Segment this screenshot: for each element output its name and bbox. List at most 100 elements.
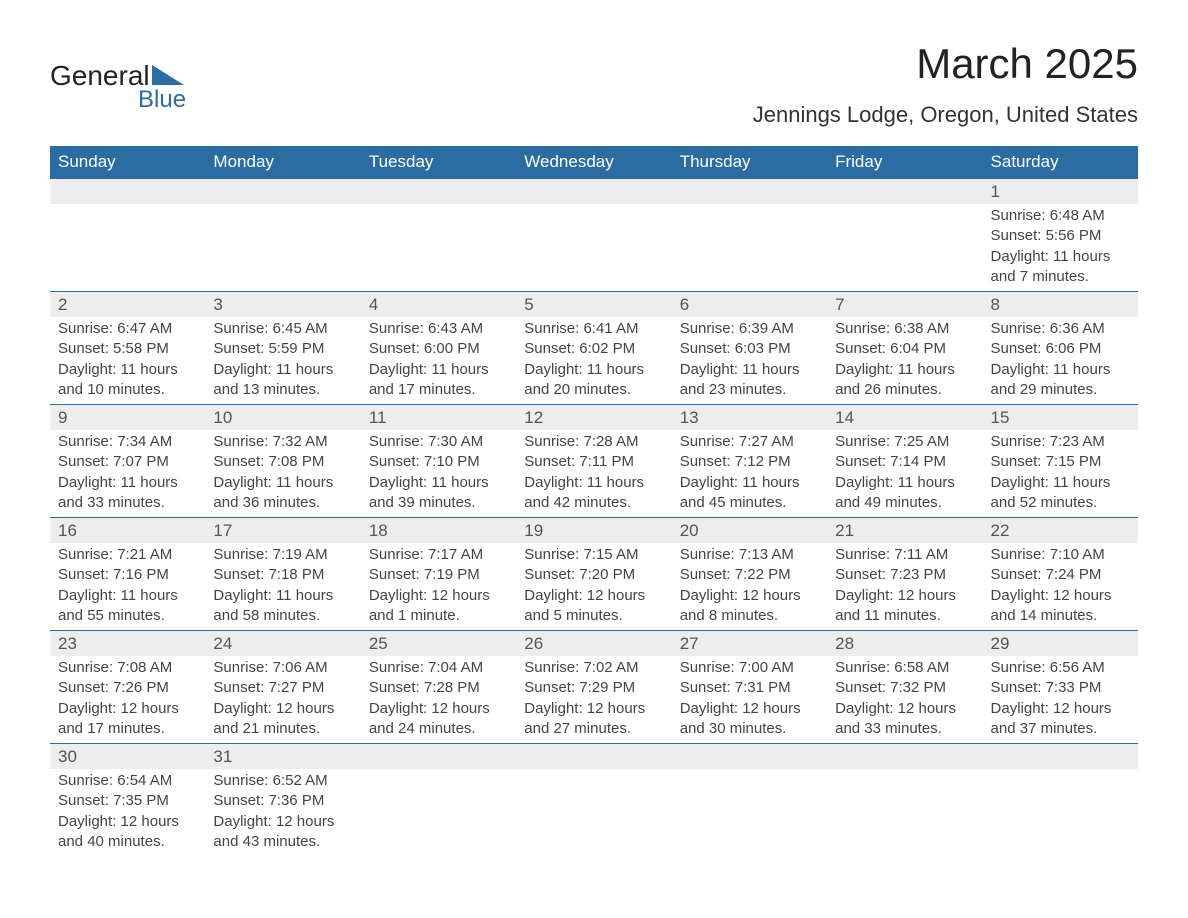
sunset-text: Sunset: 7:08 PM	[213, 452, 352, 472]
day-cell: 22Sunrise: 7:10 AMSunset: 7:24 PMDayligh…	[983, 518, 1138, 631]
daylight-line1: Daylight: 11 hours	[991, 473, 1130, 493]
day-details	[516, 204, 671, 274]
day-header-row: SundayMondayTuesdayWednesdayThursdayFrid…	[50, 146, 1138, 179]
sunset-text: Sunset: 7:23 PM	[835, 565, 974, 585]
sunrise-text: Sunrise: 7:13 AM	[680, 545, 819, 565]
day-number: 24	[205, 631, 360, 656]
day-number	[516, 744, 671, 769]
day-number: 25	[361, 631, 516, 656]
daylight-line1: Daylight: 11 hours	[680, 473, 819, 493]
daylight-line1: Daylight: 11 hours	[524, 473, 663, 493]
day-number: 5	[516, 292, 671, 317]
day-cell: 19Sunrise: 7:15 AMSunset: 7:20 PMDayligh…	[516, 518, 671, 631]
day-number: 19	[516, 518, 671, 543]
day-cell: 25Sunrise: 7:04 AMSunset: 7:28 PMDayligh…	[361, 631, 516, 744]
day-cell: 21Sunrise: 7:11 AMSunset: 7:23 PMDayligh…	[827, 518, 982, 631]
day-details	[672, 204, 827, 274]
sunrise-text: Sunrise: 7:28 AM	[524, 432, 663, 452]
day-cell: 29Sunrise: 6:56 AMSunset: 7:33 PMDayligh…	[983, 631, 1138, 744]
daylight-line1: Daylight: 12 hours	[991, 699, 1130, 719]
day-cell: 13Sunrise: 7:27 AMSunset: 7:12 PMDayligh…	[672, 405, 827, 518]
day-cell: 14Sunrise: 7:25 AMSunset: 7:14 PMDayligh…	[827, 405, 982, 518]
day-number: 6	[672, 292, 827, 317]
day-cell: 18Sunrise: 7:17 AMSunset: 7:19 PMDayligh…	[361, 518, 516, 631]
daylight-line2: and 8 minutes.	[680, 606, 819, 626]
day-number: 2	[50, 292, 205, 317]
day-number	[516, 179, 671, 204]
daylight-line1: Daylight: 12 hours	[524, 699, 663, 719]
day-number: 28	[827, 631, 982, 656]
day-number: 7	[827, 292, 982, 317]
day-details: Sunrise: 7:08 AMSunset: 7:26 PMDaylight:…	[50, 656, 205, 743]
daylight-line1: Daylight: 12 hours	[369, 699, 508, 719]
sunset-text: Sunset: 7:10 PM	[369, 452, 508, 472]
sunrise-text: Sunrise: 7:21 AM	[58, 545, 197, 565]
day-details: Sunrise: 7:34 AMSunset: 7:07 PMDaylight:…	[50, 430, 205, 517]
day-cell: 10Sunrise: 7:32 AMSunset: 7:08 PMDayligh…	[205, 405, 360, 518]
day-cell: 15Sunrise: 7:23 AMSunset: 7:15 PMDayligh…	[983, 405, 1138, 518]
daylight-line2: and 27 minutes.	[524, 719, 663, 739]
day-number	[50, 179, 205, 204]
sunset-text: Sunset: 7:11 PM	[524, 452, 663, 472]
calendar-head: SundayMondayTuesdayWednesdayThursdayFrid…	[50, 146, 1138, 179]
day-number: 9	[50, 405, 205, 430]
daylight-line1: Daylight: 12 hours	[58, 699, 197, 719]
daylight-line1: Daylight: 12 hours	[680, 586, 819, 606]
daylight-line1: Daylight: 12 hours	[58, 812, 197, 832]
sunset-text: Sunset: 6:06 PM	[991, 339, 1130, 359]
day-cell: 9Sunrise: 7:34 AMSunset: 7:07 PMDaylight…	[50, 405, 205, 518]
daylight-line2: and 33 minutes.	[835, 719, 974, 739]
day-details: Sunrise: 7:02 AMSunset: 7:29 PMDaylight:…	[516, 656, 671, 743]
day-details: Sunrise: 6:47 AMSunset: 5:58 PMDaylight:…	[50, 317, 205, 404]
day-cell: 3Sunrise: 6:45 AMSunset: 5:59 PMDaylight…	[205, 292, 360, 405]
sunrise-text: Sunrise: 7:17 AM	[369, 545, 508, 565]
day-header: Sunday	[50, 146, 205, 179]
day-details: Sunrise: 6:36 AMSunset: 6:06 PMDaylight:…	[983, 317, 1138, 404]
day-details: Sunrise: 7:13 AMSunset: 7:22 PMDaylight:…	[672, 543, 827, 630]
day-details: Sunrise: 6:52 AMSunset: 7:36 PMDaylight:…	[205, 769, 360, 856]
day-number: 4	[361, 292, 516, 317]
sunrise-text: Sunrise: 7:08 AM	[58, 658, 197, 678]
day-details: Sunrise: 7:10 AMSunset: 7:24 PMDaylight:…	[983, 543, 1138, 630]
daylight-line1: Daylight: 12 hours	[991, 586, 1130, 606]
sunset-text: Sunset: 7:29 PM	[524, 678, 663, 698]
daylight-line2: and 24 minutes.	[369, 719, 508, 739]
day-details: Sunrise: 7:11 AMSunset: 7:23 PMDaylight:…	[827, 543, 982, 630]
day-number	[672, 179, 827, 204]
calendar-table: SundayMondayTuesdayWednesdayThursdayFrid…	[50, 146, 1138, 856]
sunrise-text: Sunrise: 7:23 AM	[991, 432, 1130, 452]
day-number: 10	[205, 405, 360, 430]
sunrise-text: Sunrise: 6:48 AM	[991, 206, 1130, 226]
sunset-text: Sunset: 5:56 PM	[991, 226, 1130, 246]
day-cell: 1Sunrise: 6:48 AMSunset: 5:56 PMDaylight…	[983, 179, 1138, 292]
empty-cell	[672, 179, 827, 292]
month-title: March 2025	[753, 40, 1138, 88]
day-details: Sunrise: 7:06 AMSunset: 7:27 PMDaylight:…	[205, 656, 360, 743]
calendar-body: 1Sunrise: 6:48 AMSunset: 5:56 PMDaylight…	[50, 179, 1138, 857]
sunrise-text: Sunrise: 6:52 AM	[213, 771, 352, 791]
daylight-line1: Daylight: 11 hours	[58, 473, 197, 493]
week-row: 2Sunrise: 6:47 AMSunset: 5:58 PMDaylight…	[50, 292, 1138, 405]
empty-cell	[983, 744, 1138, 857]
sunrise-text: Sunrise: 7:30 AM	[369, 432, 508, 452]
day-details: Sunrise: 7:27 AMSunset: 7:12 PMDaylight:…	[672, 430, 827, 517]
day-details: Sunrise: 6:43 AMSunset: 6:00 PMDaylight:…	[361, 317, 516, 404]
title-block: March 2025 Jennings Lodge, Oregon, Unite…	[753, 40, 1138, 138]
sunrise-text: Sunrise: 7:25 AM	[835, 432, 974, 452]
daylight-line2: and 49 minutes.	[835, 493, 974, 513]
daylight-line1: Daylight: 12 hours	[835, 586, 974, 606]
daylight-line2: and 11 minutes.	[835, 606, 974, 626]
daylight-line2: and 23 minutes.	[680, 380, 819, 400]
empty-cell	[672, 744, 827, 857]
daylight-line1: Daylight: 11 hours	[213, 586, 352, 606]
sunrise-text: Sunrise: 6:36 AM	[991, 319, 1130, 339]
day-cell: 4Sunrise: 6:43 AMSunset: 6:00 PMDaylight…	[361, 292, 516, 405]
daylight-line1: Daylight: 11 hours	[991, 360, 1130, 380]
daylight-line1: Daylight: 12 hours	[524, 586, 663, 606]
day-header: Thursday	[672, 146, 827, 179]
day-cell: 8Sunrise: 6:36 AMSunset: 6:06 PMDaylight…	[983, 292, 1138, 405]
daylight-line1: Daylight: 12 hours	[213, 812, 352, 832]
day-cell: 12Sunrise: 7:28 AMSunset: 7:11 PMDayligh…	[516, 405, 671, 518]
sunrise-text: Sunrise: 7:00 AM	[680, 658, 819, 678]
day-details: Sunrise: 7:30 AMSunset: 7:10 PMDaylight:…	[361, 430, 516, 517]
